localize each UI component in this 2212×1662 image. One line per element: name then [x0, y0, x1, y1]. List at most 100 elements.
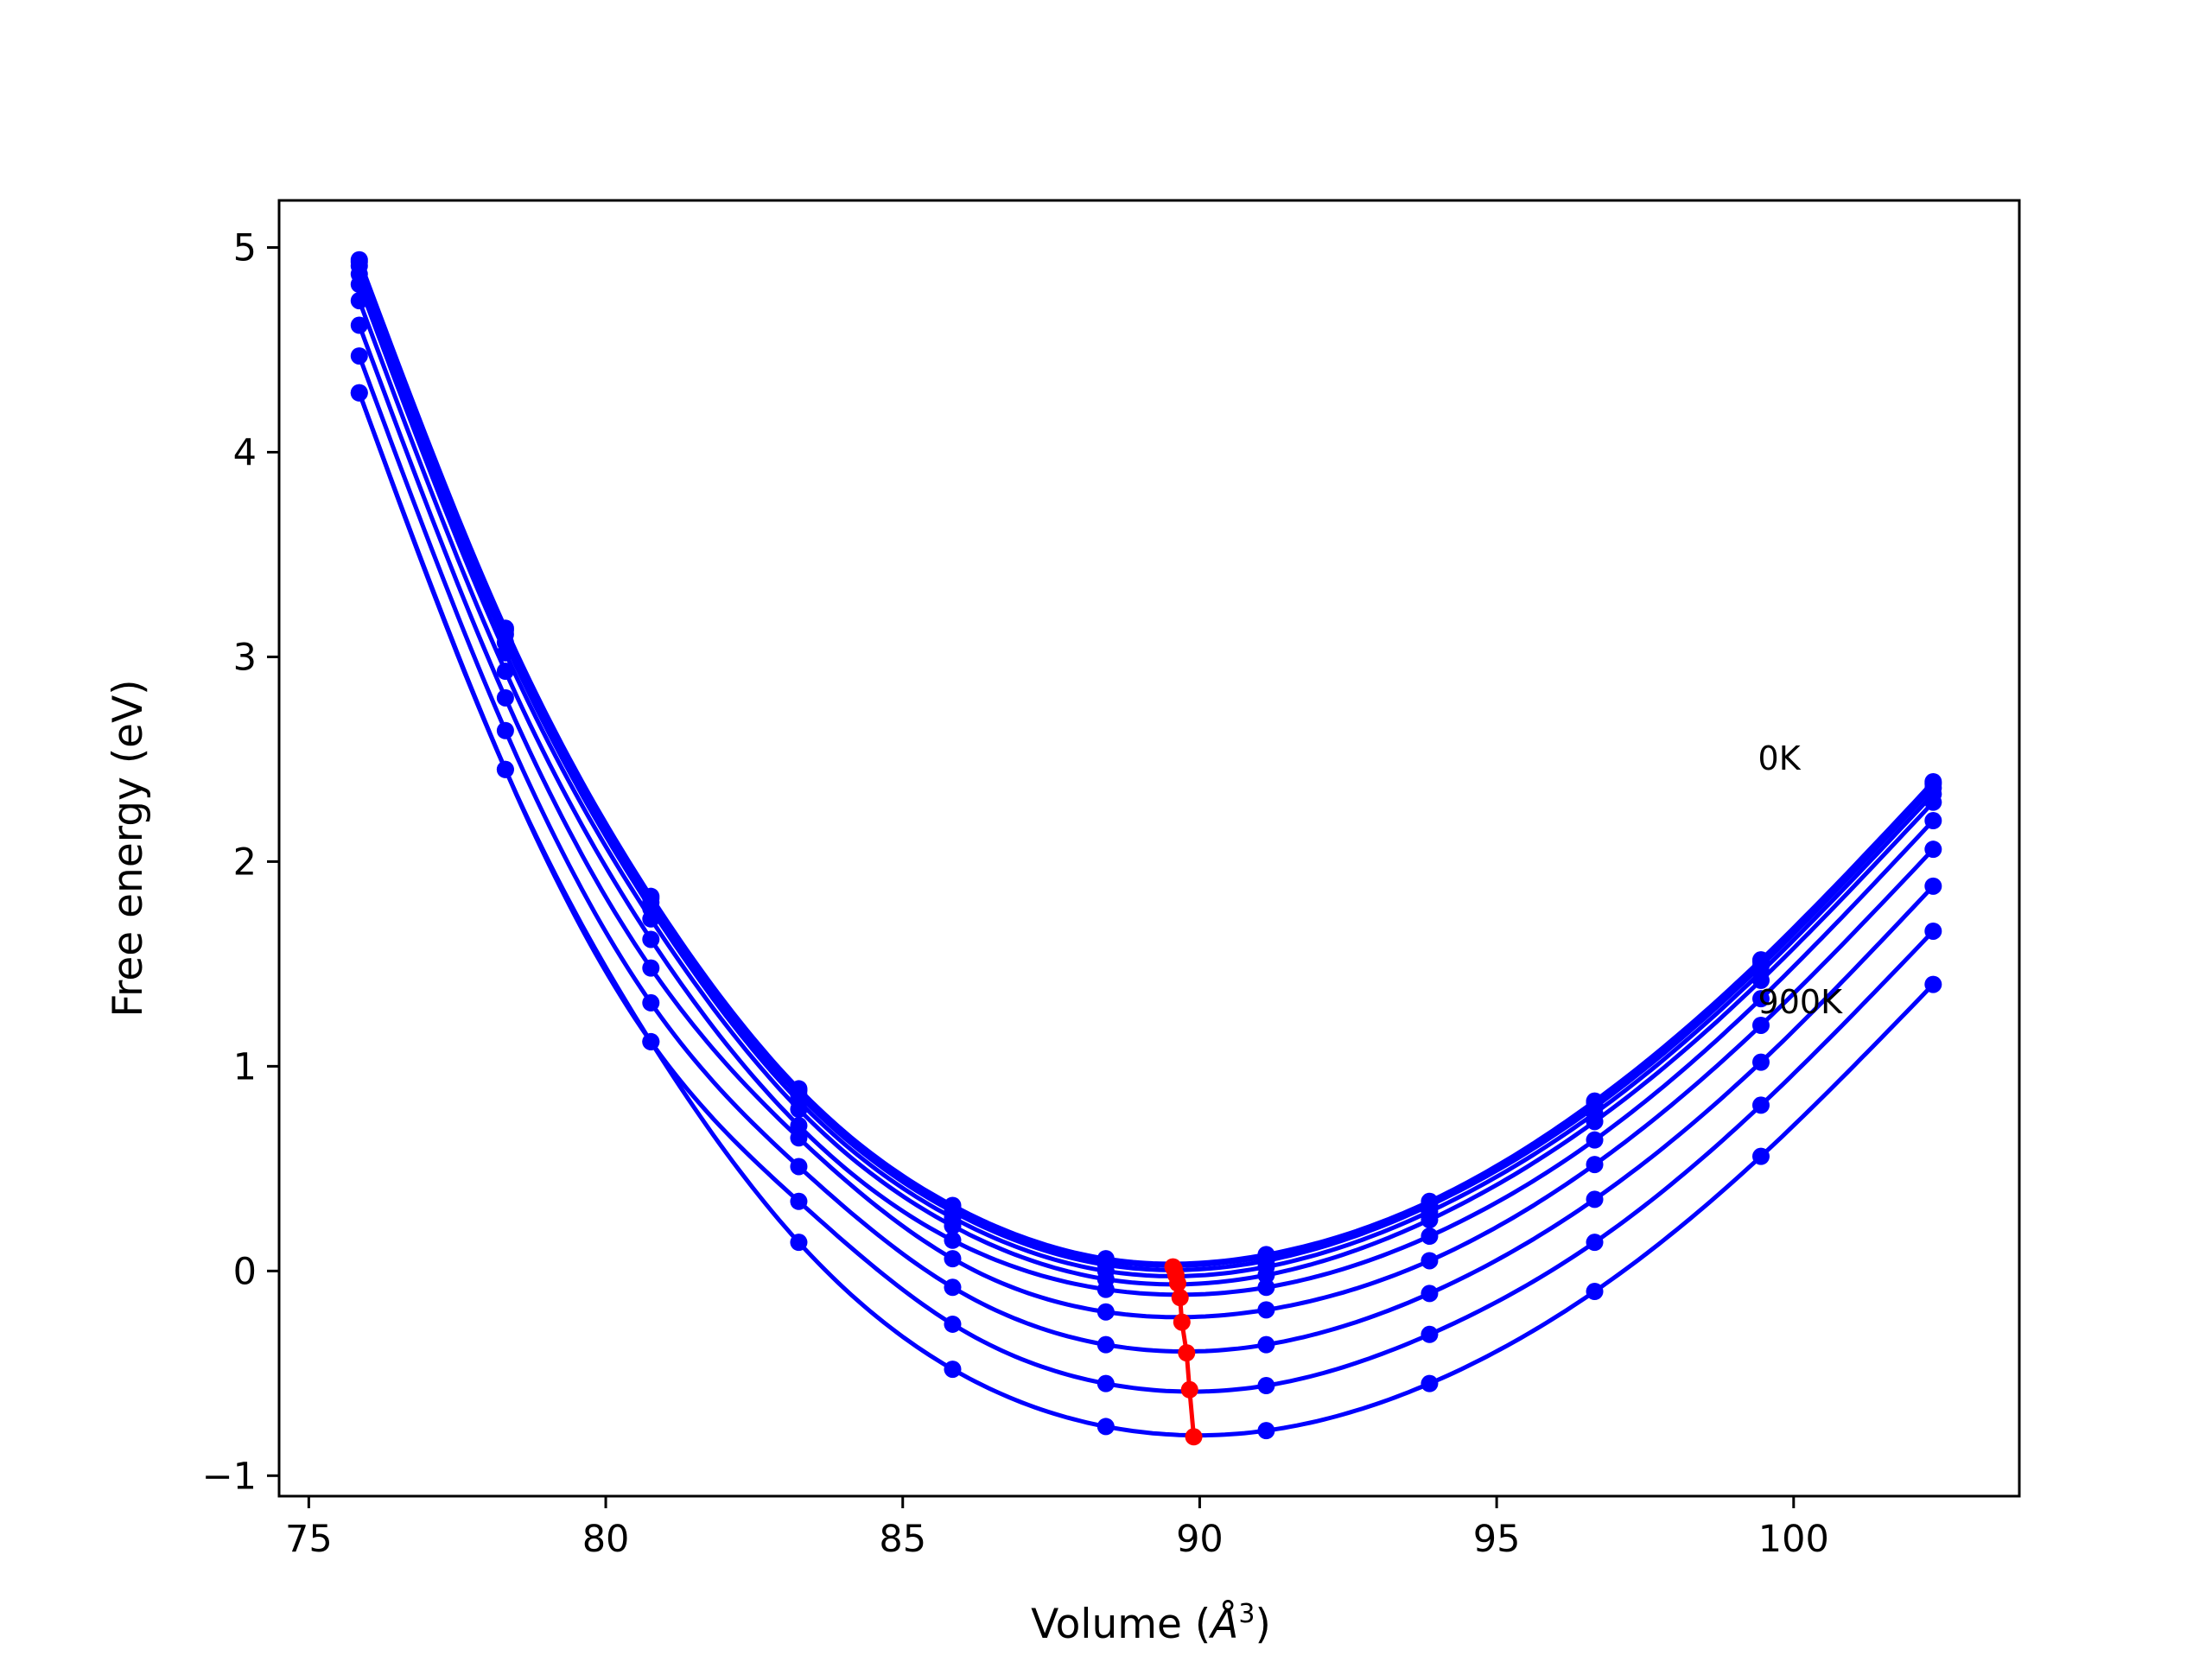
data-point-6-1 [496, 688, 514, 707]
data-point-9-2 [642, 1032, 660, 1050]
energy-curve-3 [357, 273, 1936, 1278]
plot-frame [277, 199, 2021, 1498]
data-point-4-7 [1421, 1211, 1439, 1229]
x-tick-label: 80 [582, 1518, 630, 1561]
data-point-6-9 [1751, 1016, 1770, 1034]
data-point-6-10 [1924, 841, 1942, 859]
data-point-7-9 [1751, 1053, 1770, 1071]
y-tick-label: 2 [233, 841, 257, 884]
data-point-4-2 [642, 910, 660, 928]
data-point-6-7 [1421, 1252, 1439, 1270]
data-point-6-8 [1586, 1156, 1604, 1174]
data-point-4-0 [350, 276, 368, 294]
data-point-5-7 [1421, 1227, 1439, 1246]
data-point-7-0 [350, 347, 368, 365]
data-point-4-1 [496, 644, 514, 662]
data-point-4-4 [944, 1217, 962, 1235]
energy-curve-6 [357, 324, 1936, 1320]
data-point-9-7 [1421, 1374, 1439, 1392]
data-point-6-0 [350, 316, 368, 334]
energy-curve-0 [357, 258, 1936, 1266]
curves-layer [357, 258, 1936, 1438]
data-point-9-4 [944, 1361, 962, 1379]
data-point-9-9 [1751, 1147, 1770, 1165]
data-point-5-0 [350, 292, 368, 310]
data-point-5-8 [1586, 1131, 1604, 1149]
y-tick-label: 4 [233, 431, 257, 474]
data-point-4-6 [1257, 1266, 1275, 1285]
data-point-6-2 [642, 959, 660, 977]
data-point-7-5 [1096, 1335, 1115, 1354]
data-point-8-4 [944, 1315, 962, 1333]
data-point-4-9 [1751, 971, 1770, 989]
data-point-9-8 [1586, 1283, 1604, 1301]
minimum-point-4 [1171, 1289, 1189, 1307]
data-point-5-6 [1257, 1278, 1275, 1297]
data-point-4-3 [790, 1101, 808, 1119]
y-tick-label: −1 [202, 1455, 257, 1498]
data-point-7-3 [790, 1158, 808, 1176]
data-point-5-5 [1096, 1280, 1115, 1298]
data-point-8-5 [1096, 1374, 1115, 1392]
data-point-9-0 [350, 384, 368, 402]
data-point-9-3 [790, 1234, 808, 1252]
x-tick-label: 100 [1758, 1518, 1829, 1561]
energy-curve-2 [357, 264, 1936, 1272]
data-point-5-4 [944, 1231, 962, 1249]
data-point-5-10 [1924, 812, 1942, 830]
energy-curve-4 [357, 283, 1936, 1287]
data-point-5-2 [642, 930, 660, 948]
data-point-8-7 [1421, 1325, 1439, 1343]
minimum-point-7 [1180, 1380, 1198, 1399]
data-point-4-8 [1586, 1113, 1604, 1131]
y-tick-label: 0 [233, 1250, 257, 1293]
data-point-9-1 [496, 760, 514, 778]
data-point-7-8 [1586, 1190, 1604, 1208]
y-tick-label: 5 [233, 227, 257, 270]
x-tick-label: 90 [1176, 1518, 1224, 1561]
data-point-7-10 [1924, 877, 1942, 895]
data-point-9-10 [1924, 975, 1942, 993]
x-axis: 75 80 85 90 95 100 [285, 1496, 1829, 1561]
x-axis-title-close: ) [1255, 1601, 1271, 1648]
data-point-7-1 [496, 721, 514, 739]
y-tick-label: 3 [233, 636, 257, 679]
data-point-7-4 [944, 1278, 962, 1297]
data-point-9-6 [1257, 1422, 1275, 1440]
energy-curve-5 [357, 300, 1936, 1297]
y-axis: −1 0 1 2 3 4 5 [202, 227, 279, 1498]
data-point-6-5 [1096, 1303, 1115, 1321]
minimum-point-6 [1178, 1344, 1196, 1362]
minimum-point-5 [1173, 1313, 1191, 1331]
data-point-5-1 [496, 663, 514, 681]
data-point-6-3 [790, 1129, 808, 1147]
energy-curve-1 [357, 261, 1936, 1268]
x-axis-title-symbol: Å [1208, 1601, 1238, 1648]
x-tick-label: 95 [1473, 1518, 1521, 1561]
data-point-8-10 [1924, 922, 1942, 940]
y-axis-title: Free energy (eV) [105, 679, 152, 1017]
data-point-7-6 [1257, 1335, 1275, 1354]
annotation-layer: 0K 900K [1758, 739, 1844, 1021]
data-point-7-7 [1421, 1285, 1439, 1303]
x-tick-label: 75 [285, 1518, 333, 1561]
x-tick-label: 85 [879, 1518, 926, 1561]
energy-curve-8 [357, 391, 1936, 1394]
data-point-9-5 [1096, 1418, 1115, 1436]
y-tick-label: 1 [233, 1045, 257, 1088]
minimum-point-3 [1168, 1274, 1186, 1292]
minima-layer [1164, 1258, 1203, 1446]
data-point-6-6 [1257, 1301, 1275, 1319]
data-point-8-6 [1257, 1377, 1275, 1395]
data-point-8-8 [1586, 1234, 1604, 1252]
data-point-4-10 [1924, 793, 1942, 811]
data-point-6-4 [944, 1250, 962, 1268]
minimum-point-8 [1185, 1428, 1203, 1446]
x-axis-title-exponent: 3 [1238, 1599, 1255, 1629]
data-point-7-2 [642, 993, 660, 1012]
annotation-label-0: 0K [1758, 739, 1802, 777]
points-layer [350, 251, 1942, 1440]
data-point-8-9 [1751, 1096, 1770, 1114]
